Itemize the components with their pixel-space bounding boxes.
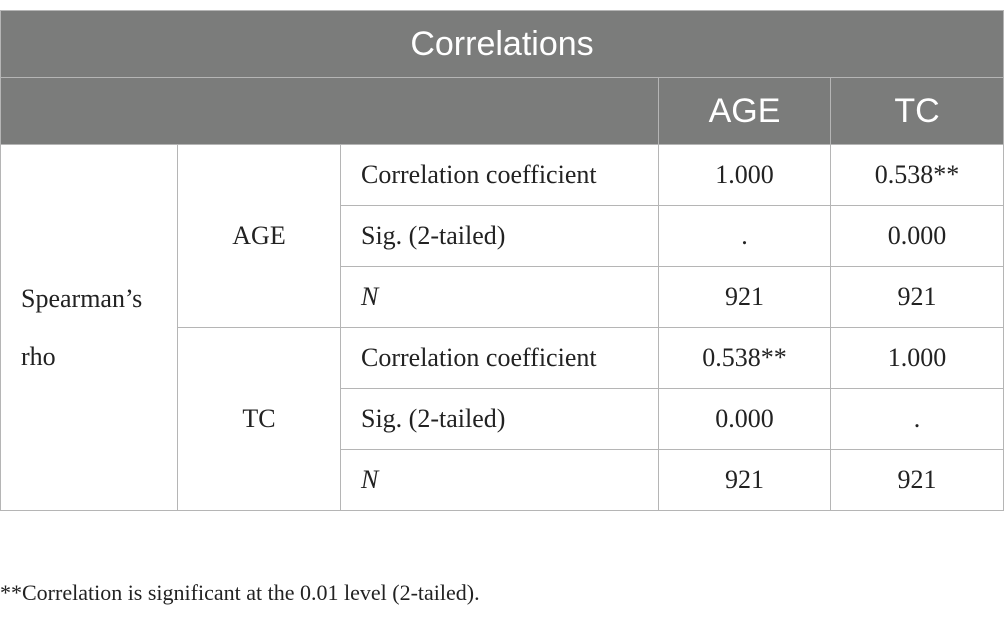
variable-label-age: AGE	[177, 144, 341, 328]
cell-value: 921	[658, 266, 831, 328]
stat-label: Sig. (2-tailed)	[340, 205, 659, 267]
stat-label: N	[340, 266, 659, 328]
column-header-blank	[0, 77, 659, 145]
table-row: Spearman’s rho AGE Correlation coefficie…	[0, 144, 1004, 511]
table-row: Sig. (2-tailed) . 0.000	[1, 205, 1004, 267]
cell-value: .	[829, 388, 1004, 450]
table-footnote: **Correlation is significant at the 0.01…	[0, 580, 480, 605]
column-header-age: AGE	[658, 77, 831, 145]
correlations-table: Correlations AGE TC Spearman’s rho AGE C…	[0, 10, 1004, 511]
cell-value: 0.000	[829, 205, 1004, 267]
stat-label: Sig. (2-tailed)	[340, 388, 659, 450]
group-label-spearmans-rho: Spearman’s rho	[0, 144, 178, 511]
cell-value: 0.538**	[829, 144, 1004, 206]
cell-value: .	[658, 205, 831, 267]
cell-value: 921	[829, 266, 1004, 328]
stat-label: Correlation coefficient	[340, 144, 659, 206]
stat-label: N	[340, 449, 659, 511]
cell-value: 1.000	[829, 327, 1004, 389]
cell-value: 0.000	[658, 388, 831, 450]
cell-value: 1.000	[658, 144, 831, 206]
cell-value: 921	[658, 449, 831, 511]
variable-label-tc: TC	[177, 327, 341, 511]
table-title: Correlations	[0, 10, 1004, 78]
table-title-row: Correlations	[0, 10, 1004, 78]
table-row: TC Correlation coefficient 0.538** 1.000	[1, 327, 1004, 511]
cell-value: 921	[829, 449, 1004, 511]
table-row: N 921 921	[1, 266, 1004, 328]
stat-label: Correlation coefficient	[340, 327, 659, 389]
column-header-row: AGE TC	[0, 77, 1004, 145]
column-header-tc: TC	[829, 77, 1004, 145]
cell-value: 0.538**	[658, 327, 831, 389]
table-row: N 921 921	[1, 449, 1004, 511]
